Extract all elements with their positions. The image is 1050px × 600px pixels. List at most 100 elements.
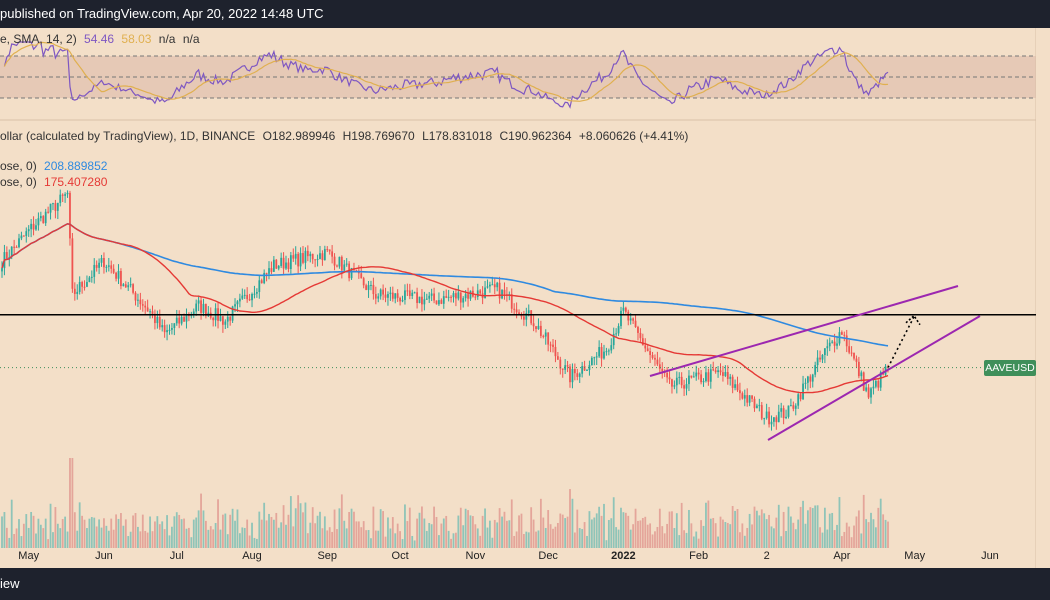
candle[interactable] <box>746 388 749 407</box>
candle[interactable] <box>600 342 603 367</box>
candle[interactable] <box>73 282 76 301</box>
candle[interactable] <box>700 369 702 385</box>
candle[interactable] <box>319 245 321 260</box>
candle[interactable] <box>287 258 290 273</box>
candle[interactable] <box>695 365 698 381</box>
candle[interactable] <box>537 318 540 330</box>
candle[interactable] <box>411 289 414 300</box>
candle[interactable] <box>853 352 855 361</box>
candle[interactable] <box>763 417 766 425</box>
candle[interactable] <box>289 251 292 274</box>
candle[interactable] <box>620 306 622 329</box>
candle[interactable] <box>328 249 331 255</box>
candle[interactable] <box>748 395 751 407</box>
candle[interactable] <box>794 403 797 416</box>
candle[interactable] <box>564 359 567 375</box>
candle[interactable] <box>389 286 392 301</box>
candle[interactable] <box>396 289 399 302</box>
candle[interactable] <box>42 215 45 224</box>
candle[interactable] <box>806 375 809 391</box>
candle[interactable] <box>661 362 664 379</box>
candle[interactable] <box>285 255 287 270</box>
candle[interactable] <box>729 373 732 386</box>
candle[interactable] <box>272 256 275 272</box>
candle[interactable] <box>590 356 593 366</box>
candle[interactable] <box>263 269 266 285</box>
candle[interactable] <box>105 264 108 273</box>
candle[interactable] <box>646 344 649 352</box>
candle[interactable] <box>78 276 81 295</box>
candle[interactable] <box>593 356 596 366</box>
candle[interactable] <box>535 325 537 333</box>
candle[interactable] <box>35 218 37 231</box>
candle[interactable] <box>685 378 688 396</box>
candle[interactable] <box>722 365 724 382</box>
candle[interactable] <box>489 281 491 293</box>
candle[interactable] <box>595 352 598 366</box>
candle[interactable] <box>515 302 518 319</box>
candle[interactable] <box>581 361 584 378</box>
candle[interactable] <box>569 363 571 388</box>
candle[interactable] <box>64 192 67 203</box>
candle[interactable] <box>294 246 297 265</box>
candle[interactable] <box>423 291 426 311</box>
candle[interactable] <box>20 231 23 241</box>
candle[interactable] <box>95 260 98 272</box>
candle[interactable] <box>872 379 875 395</box>
candle[interactable] <box>343 260 346 272</box>
candle[interactable] <box>255 288 258 298</box>
candle[interactable] <box>331 245 334 264</box>
candle[interactable] <box>379 288 382 300</box>
candle[interactable] <box>840 330 843 335</box>
candle[interactable] <box>634 314 637 328</box>
candle[interactable] <box>542 334 545 339</box>
candle[interactable] <box>525 307 528 327</box>
candle[interactable] <box>811 373 814 388</box>
candle[interactable] <box>617 323 620 336</box>
candle[interactable] <box>103 252 105 274</box>
candle[interactable] <box>168 324 171 335</box>
candle[interactable] <box>556 352 559 361</box>
candle[interactable] <box>775 415 778 430</box>
candle[interactable] <box>156 310 159 329</box>
candle[interactable] <box>5 246 8 260</box>
candle[interactable] <box>467 287 469 307</box>
candle[interactable] <box>603 344 605 360</box>
candle[interactable] <box>588 360 591 376</box>
price-chart[interactable]: May Jun Jul Aug Sep Oct Nov Dec 2022 Feb 2 Apr May Ju… <box>0 28 1050 568</box>
candle[interactable] <box>299 247 302 272</box>
candle[interactable] <box>137 293 139 307</box>
candle[interactable] <box>724 365 727 378</box>
candle[interactable] <box>561 368 564 378</box>
candle[interactable] <box>751 395 753 403</box>
candle[interactable] <box>668 371 671 384</box>
candle[interactable] <box>809 374 812 389</box>
candle[interactable] <box>430 288 433 302</box>
candle[interactable] <box>539 320 542 339</box>
price-axis[interactable] <box>1036 28 1050 568</box>
candle[interactable] <box>814 361 817 378</box>
candle[interactable] <box>69 190 71 246</box>
candle[interactable] <box>731 374 734 394</box>
candle[interactable] <box>768 407 770 428</box>
candle[interactable] <box>790 398 792 407</box>
candle[interactable] <box>413 291 416 294</box>
candle[interactable] <box>547 332 550 352</box>
candle[interactable] <box>513 303 516 315</box>
candle[interactable] <box>877 379 880 391</box>
candle[interactable] <box>367 281 370 298</box>
candle[interactable] <box>163 319 166 338</box>
candle[interactable] <box>666 367 669 383</box>
candle[interactable] <box>76 284 79 300</box>
candle[interactable] <box>821 354 824 364</box>
candle[interactable] <box>433 287 435 304</box>
candle[interactable] <box>479 289 482 296</box>
candle[interactable] <box>195 299 198 316</box>
candle[interactable] <box>124 281 127 288</box>
candle[interactable] <box>205 303 207 319</box>
candle[interactable] <box>438 292 440 306</box>
candle[interactable] <box>705 365 707 383</box>
candle[interactable] <box>265 272 268 282</box>
candle[interactable] <box>49 203 52 220</box>
candle[interactable] <box>532 315 535 332</box>
